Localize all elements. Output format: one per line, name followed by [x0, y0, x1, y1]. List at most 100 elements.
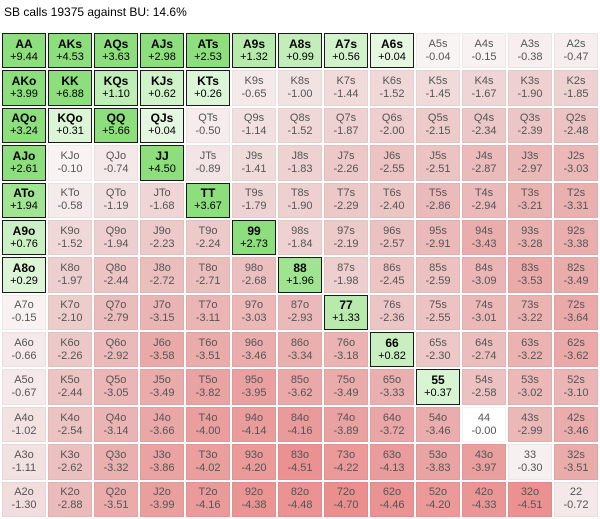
hand-cell[interactable]: 76o -3.18 [324, 332, 368, 368]
hand-cell[interactable]: K2s -1.85 [554, 70, 598, 106]
hand-cell[interactable]: KJs +0.62 [140, 70, 184, 106]
hand-cell[interactable]: 66 +0.82 [370, 332, 414, 368]
hand-cell[interactable]: 64s -2.74 [462, 332, 506, 368]
hand-cell[interactable]: 33 -0.30 [508, 444, 552, 480]
hand-cell[interactable]: J3s -2.97 [508, 145, 552, 181]
hand-cell[interactable]: A7s +0.56 [324, 33, 368, 69]
hand-cell[interactable]: TT +3.67 [186, 182, 230, 218]
hand-cell[interactable]: 87o -2.93 [278, 294, 322, 331]
hand-cell[interactable]: 53s -3.02 [508, 369, 552, 405]
hand-cell[interactable]: 52s -3.10 [554, 369, 598, 405]
hand-cell[interactable]: J5o -3.49 [140, 369, 184, 405]
hand-cell[interactable]: QTo -1.19 [94, 182, 138, 218]
hand-cell[interactable]: J2s -3.03 [554, 145, 598, 181]
hand-cell[interactable]: AA +9.44 [2, 33, 46, 69]
hand-cell[interactable]: K9s -0.65 [232, 70, 276, 106]
hand-cell[interactable]: 72s -3.64 [554, 294, 598, 331]
hand-cell[interactable]: Q4s -2.34 [462, 107, 506, 144]
hand-cell[interactable]: 76s -2.36 [370, 294, 414, 331]
hand-cell[interactable]: T4s -2.94 [462, 182, 506, 218]
hand-cell[interactable]: 77 +1.33 [324, 294, 368, 331]
hand-cell[interactable]: KTo -0.58 [48, 182, 92, 218]
hand-cell[interactable]: J4o -3.66 [140, 406, 184, 443]
hand-cell[interactable]: 94o -4.14 [232, 406, 276, 443]
hand-cell[interactable]: K3s -1.90 [508, 70, 552, 106]
hand-cell[interactable]: 43o -3.97 [462, 444, 506, 480]
hand-cell[interactable]: A6s +0.04 [370, 33, 414, 69]
hand-cell[interactable]: Q5o -3.05 [94, 369, 138, 405]
hand-cell[interactable]: K2o -2.88 [48, 481, 92, 517]
hand-cell[interactable]: J7s -2.26 [324, 145, 368, 181]
hand-cell[interactable]: J6o -3.58 [140, 332, 184, 368]
hand-cell[interactable]: 95o -3.95 [232, 369, 276, 405]
hand-cell[interactable]: K7s -1.44 [324, 70, 368, 106]
hand-cell[interactable]: Q4o -3.14 [94, 406, 138, 443]
hand-cell[interactable]: 83s -3.53 [508, 257, 552, 293]
hand-cell[interactable]: 75s -2.55 [416, 294, 460, 331]
hand-cell[interactable]: T3s -3.21 [508, 182, 552, 218]
hand-cell[interactable]: 97s -2.19 [324, 219, 368, 256]
hand-cell[interactable]: 62s -3.62 [554, 332, 598, 368]
hand-cell[interactable]: A2o -1.30 [2, 481, 46, 517]
hand-cell[interactable]: AQo +3.24 [2, 107, 46, 144]
hand-cell[interactable]: A7o -0.15 [2, 294, 46, 331]
hand-cell[interactable]: Q2s -2.48 [554, 107, 598, 144]
hand-cell[interactable]: Q8s -1.52 [278, 107, 322, 144]
hand-cell[interactable]: Q6o -2.92 [94, 332, 138, 368]
hand-cell[interactable]: A9s +1.32 [232, 33, 276, 69]
hand-cell[interactable]: JTs -0.89 [186, 145, 230, 181]
hand-cell[interactable]: 65s -2.30 [416, 332, 460, 368]
hand-cell[interactable]: T6s -2.40 [370, 182, 414, 218]
hand-cell[interactable]: J4s -2.87 [462, 145, 506, 181]
hand-cell[interactable]: 85o -3.62 [278, 369, 322, 405]
hand-cell[interactable]: T7s -2.29 [324, 182, 368, 218]
hand-cell[interactable]: J9o -2.23 [140, 219, 184, 256]
hand-cell[interactable]: 53o -3.83 [416, 444, 460, 480]
hand-cell[interactable]: A3o -1.11 [2, 444, 46, 480]
hand-cell[interactable]: Q3o -3.32 [94, 444, 138, 480]
hand-cell[interactable]: 74s -3.01 [462, 294, 506, 331]
hand-cell[interactable]: 98o -2.68 [232, 257, 276, 293]
hand-cell[interactable]: 64o -3.72 [370, 406, 414, 443]
hand-cell[interactable]: A5o -0.67 [2, 369, 46, 405]
hand-cell[interactable]: T5s -2.86 [416, 182, 460, 218]
hand-cell[interactable]: K9o -1.52 [48, 219, 92, 256]
hand-cell[interactable]: A4s -0.15 [462, 33, 506, 69]
hand-cell[interactable]: Q9o -1.94 [94, 219, 138, 256]
hand-cell[interactable]: KJo -0.10 [48, 145, 92, 181]
hand-cell[interactable]: K5o -2.44 [48, 369, 92, 405]
hand-cell[interactable]: A8o +0.29 [2, 257, 46, 293]
hand-cell[interactable]: T2o -4.16 [186, 481, 230, 517]
hand-cell[interactable]: KQs +1.10 [94, 70, 138, 106]
hand-cell[interactable]: T8s -1.90 [278, 182, 322, 218]
hand-cell[interactable]: AJs +2.98 [140, 33, 184, 69]
hand-cell[interactable]: AJo +2.61 [2, 145, 46, 181]
hand-cell[interactable]: A6o -0.66 [2, 332, 46, 368]
hand-cell[interactable]: KTs +0.26 [186, 70, 230, 106]
hand-cell[interactable]: A2s -0.47 [554, 33, 598, 69]
hand-cell[interactable]: 92o -4.38 [232, 481, 276, 517]
hand-cell[interactable]: 82o -4.48 [278, 481, 322, 517]
hand-cell[interactable]: 32s -3.51 [554, 444, 598, 480]
hand-cell[interactable]: 43s -2.99 [508, 406, 552, 443]
hand-cell[interactable]: 42o -4.33 [462, 481, 506, 517]
hand-cell[interactable]: 55 +0.37 [416, 369, 460, 405]
hand-cell[interactable]: 86o -3.34 [278, 332, 322, 368]
hand-cell[interactable]: J7o -3.15 [140, 294, 184, 331]
hand-cell[interactable]: 84s -3.09 [462, 257, 506, 293]
hand-cell[interactable]: Q8o -2.44 [94, 257, 138, 293]
hand-cell[interactable]: 83o -4.51 [278, 444, 322, 480]
hand-cell[interactable]: A5s -0.04 [416, 33, 460, 69]
hand-cell[interactable]: 94s -3.43 [462, 219, 506, 256]
hand-cell[interactable]: K4o -2.54 [48, 406, 92, 443]
hand-cell[interactable]: ATs +2.53 [186, 33, 230, 69]
hand-cell[interactable]: Q6s -2.00 [370, 107, 414, 144]
hand-cell[interactable]: JJ +4.50 [140, 145, 184, 181]
hand-cell[interactable]: 73o -4.22 [324, 444, 368, 480]
hand-cell[interactable]: ATo +1.94 [2, 182, 46, 218]
hand-cell[interactable]: 95s -2.91 [416, 219, 460, 256]
hand-cell[interactable]: T4o -4.00 [186, 406, 230, 443]
hand-cell[interactable]: J3o -3.86 [140, 444, 184, 480]
hand-cell[interactable]: KQo +0.31 [48, 107, 92, 144]
hand-cell[interactable]: AKs +4.53 [48, 33, 92, 69]
